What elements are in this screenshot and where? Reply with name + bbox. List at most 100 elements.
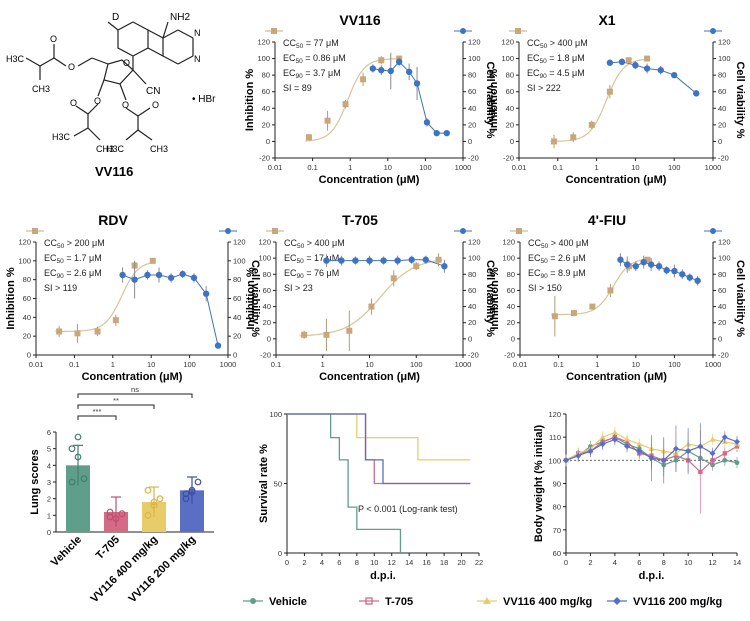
data-point-viability [190,274,198,281]
y-tick-label: 60 [262,87,270,96]
logrank-annotation: P < 0.001 (Log-rank test) [358,504,458,514]
x-tick-label: 100 [410,360,423,369]
y-tick-label: 120 [548,410,561,419]
data-point [685,448,692,455]
struct-label: H3C [52,132,71,142]
panel-title: 4'-FIU [588,212,626,228]
y-tick-label-right: 60 [468,87,476,96]
panel-title: RDV [98,212,128,228]
data-point [587,448,594,455]
struct-label: CN [146,86,160,97]
fit-curve-inhibition [55,261,156,332]
data-point-viability [624,261,631,268]
data-point [722,451,727,456]
y-tick-label: 20 [262,120,270,129]
data-point [721,434,728,441]
data-point-inhibition [570,310,577,317]
struct-label: CH3 [150,144,168,154]
y-tick-label: 80 [553,503,561,512]
y-tick-label: 6 [47,428,51,437]
y-tick-label: 120 [18,238,31,247]
x-axis-label: Concentration (μM) [566,371,667,383]
data-point-inhibition [368,303,375,310]
y-tick-label: 0 [510,137,514,146]
category-label: VV116 400 mg/kg [89,534,161,606]
x-tick-label: 1 [595,360,599,369]
struct-label: O [68,62,75,72]
y-tick-label-right: 120 [718,238,731,247]
y-tick-label: 4 [47,461,51,470]
x-axis-label: Concentration (μM) [82,371,183,383]
data-point-inhibition [301,331,308,338]
data-point-viability [643,65,651,72]
y-tick-label: 60 [507,286,515,295]
data-point [697,443,704,450]
x-tick-label: 0.1 [307,163,317,172]
y-tick-label-right: -20 [718,154,729,163]
y-axis-label-right: Cell viability % [484,61,496,138]
data-point-viability [632,263,639,270]
data-point-inhibition [305,134,312,141]
y-tick-label: 110 [549,433,561,442]
data-point-viability [394,257,401,264]
data-point [624,443,631,450]
y-tick-label: 20 [263,318,271,327]
data-point-viability [441,263,448,270]
y-tick-label-right: 0 [718,137,722,146]
data-point [74,453,82,461]
y-axis-label-right: Cell viability % [484,260,496,337]
data-point-inhibition [551,313,558,320]
y-tick-label-right: 20 [718,318,726,327]
data-point [188,488,196,496]
y-tick-label-right: 100 [233,256,246,265]
y-tick-label: 70 [553,526,561,535]
y-tick-label-right: 80 [468,270,476,279]
data-point-inhibition [551,138,558,145]
data-point [118,510,126,518]
data-point-viability [640,258,647,266]
y-tick-label-right: 120 [233,238,246,247]
y-tick-label-right: 80 [718,270,726,279]
y-tick-label: 1 [47,511,51,520]
stat-annotation: CC50 > 400 μM [527,38,588,50]
y-tick-label: 90 [553,480,561,489]
y-tick-label: 120 [502,238,515,247]
x-tick-label: 4 [613,558,617,567]
data-point-viability [433,129,440,137]
data-point-viability [663,267,670,274]
y-tick-label-right: 40 [718,302,726,311]
x-tick-label: 1 [111,360,115,369]
data-point-viability [694,277,701,284]
x-tick-label: 0 [564,558,568,567]
y-tick-label-right: 60 [468,286,476,295]
y-tick-label-right: 0 [468,137,472,146]
data-point [599,434,606,440]
data-point-inhibition [149,257,156,264]
data-point [709,436,716,442]
x-tick-label: 0.01 [268,163,283,172]
struct-label: O [123,58,130,68]
y-tick-label-right: 60 [233,294,241,303]
x-tick-label: 1000 [220,360,237,369]
legend-label: Vehicle [269,596,307,608]
data-point [150,501,158,509]
data-point [611,436,618,443]
category-label: VV116 200 mg/kg [127,534,199,606]
data-point [575,452,582,459]
y-tick-label: 80 [23,275,31,284]
data-point-inhibition [589,303,596,310]
y-tick-label: 120 [501,38,514,47]
stat-annotation: CC50 > 400 μM [528,238,589,250]
data-point-viability [671,267,678,275]
x-tick-label: 0.01 [29,360,44,369]
significance-bracket [77,415,117,420]
y-tick-label-right: 60 [718,87,726,96]
stat-annotation: CC50 > 200 μM [44,238,105,250]
data-point-viability [617,256,624,263]
y-tick-label: 100 [269,410,282,419]
y-tick-label-right: -20 [718,351,729,360]
struct-label: CH3 [96,144,114,154]
data-point-viability [693,90,700,97]
y-tick-label-right: 40 [468,104,476,113]
